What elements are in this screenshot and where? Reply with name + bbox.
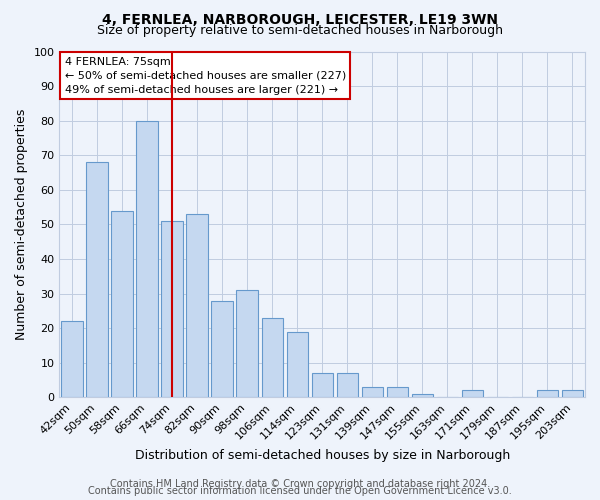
Bar — [462, 390, 483, 398]
Bar — [537, 390, 558, 398]
Text: Size of property relative to semi-detached houses in Narborough: Size of property relative to semi-detach… — [97, 24, 503, 37]
Bar — [136, 120, 158, 398]
Bar — [86, 162, 107, 398]
Bar — [262, 318, 283, 398]
Text: Contains HM Land Registry data © Crown copyright and database right 2024.: Contains HM Land Registry data © Crown c… — [110, 479, 490, 489]
Bar — [161, 221, 182, 398]
X-axis label: Distribution of semi-detached houses by size in Narborough: Distribution of semi-detached houses by … — [134, 450, 510, 462]
Bar — [412, 394, 433, 398]
Bar — [311, 373, 333, 398]
Bar — [61, 322, 83, 398]
Text: 4, FERNLEA, NARBOROUGH, LEICESTER, LE19 3WN: 4, FERNLEA, NARBOROUGH, LEICESTER, LE19 … — [102, 12, 498, 26]
Text: 4 FERNLEA: 75sqm
← 50% of semi-detached houses are smaller (227)
49% of semi-det: 4 FERNLEA: 75sqm ← 50% of semi-detached … — [65, 56, 346, 94]
Text: Contains public sector information licensed under the Open Government Licence v3: Contains public sector information licen… — [88, 486, 512, 496]
Bar — [112, 210, 133, 398]
Bar — [287, 332, 308, 398]
Bar — [211, 300, 233, 398]
Y-axis label: Number of semi-detached properties: Number of semi-detached properties — [15, 109, 28, 340]
Bar — [386, 387, 408, 398]
Bar — [337, 373, 358, 398]
Bar — [187, 214, 208, 398]
Bar — [236, 290, 258, 398]
Bar — [562, 390, 583, 398]
Bar — [362, 387, 383, 398]
